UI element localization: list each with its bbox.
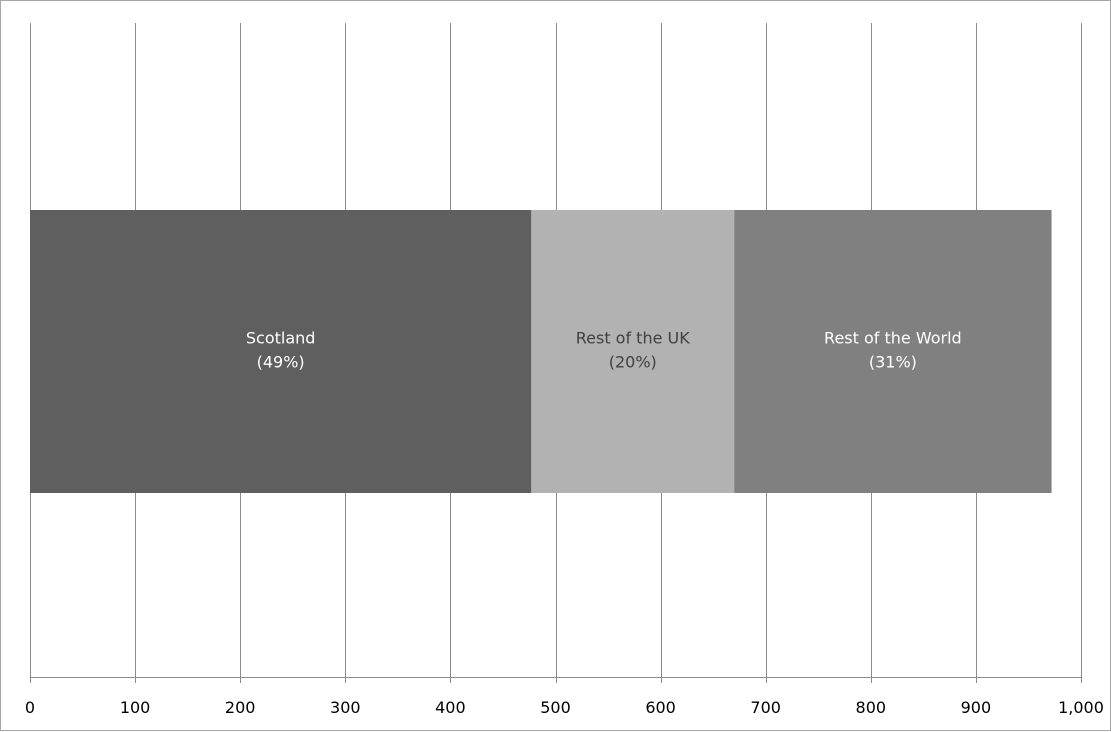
x-tick-label: 500 (540, 698, 571, 717)
x-tick-label: 600 (645, 698, 676, 717)
bar-label-name: Rest of the World (824, 329, 962, 348)
bar-segment-scotland (30, 210, 532, 493)
bar-segments (30, 210, 1052, 493)
x-tick-label: 0 (25, 698, 35, 717)
x-tick-label: 900 (961, 698, 992, 717)
x-tick-label: 700 (750, 698, 781, 717)
x-tick-label: 300 (330, 698, 361, 717)
bar-segment-rest-of-the-world (734, 210, 1052, 493)
bar-labels: Scotland (49%) Rest of the UK (20%) Rest of … (246, 329, 962, 372)
x-tick-label: 100 (120, 698, 151, 717)
bar-label-percent: (31%) (869, 353, 917, 372)
x-tick-label: 1,000 (1058, 698, 1104, 717)
bar-label-percent: (49%) (257, 353, 305, 372)
x-axis: 0 100 200 300 400 500 600 700 800 900 1,000 (25, 677, 1104, 717)
x-tick-label: 800 (856, 698, 887, 717)
x-tick-label: 200 (225, 698, 256, 717)
bar-segment-rest-of-the-uk (531, 210, 735, 493)
bar-label-name: Scotland (246, 329, 316, 348)
bar-label-percent: (20%) (609, 353, 657, 372)
bar-label-name: Rest of the UK (576, 329, 691, 348)
x-tick-label: 400 (435, 698, 466, 717)
